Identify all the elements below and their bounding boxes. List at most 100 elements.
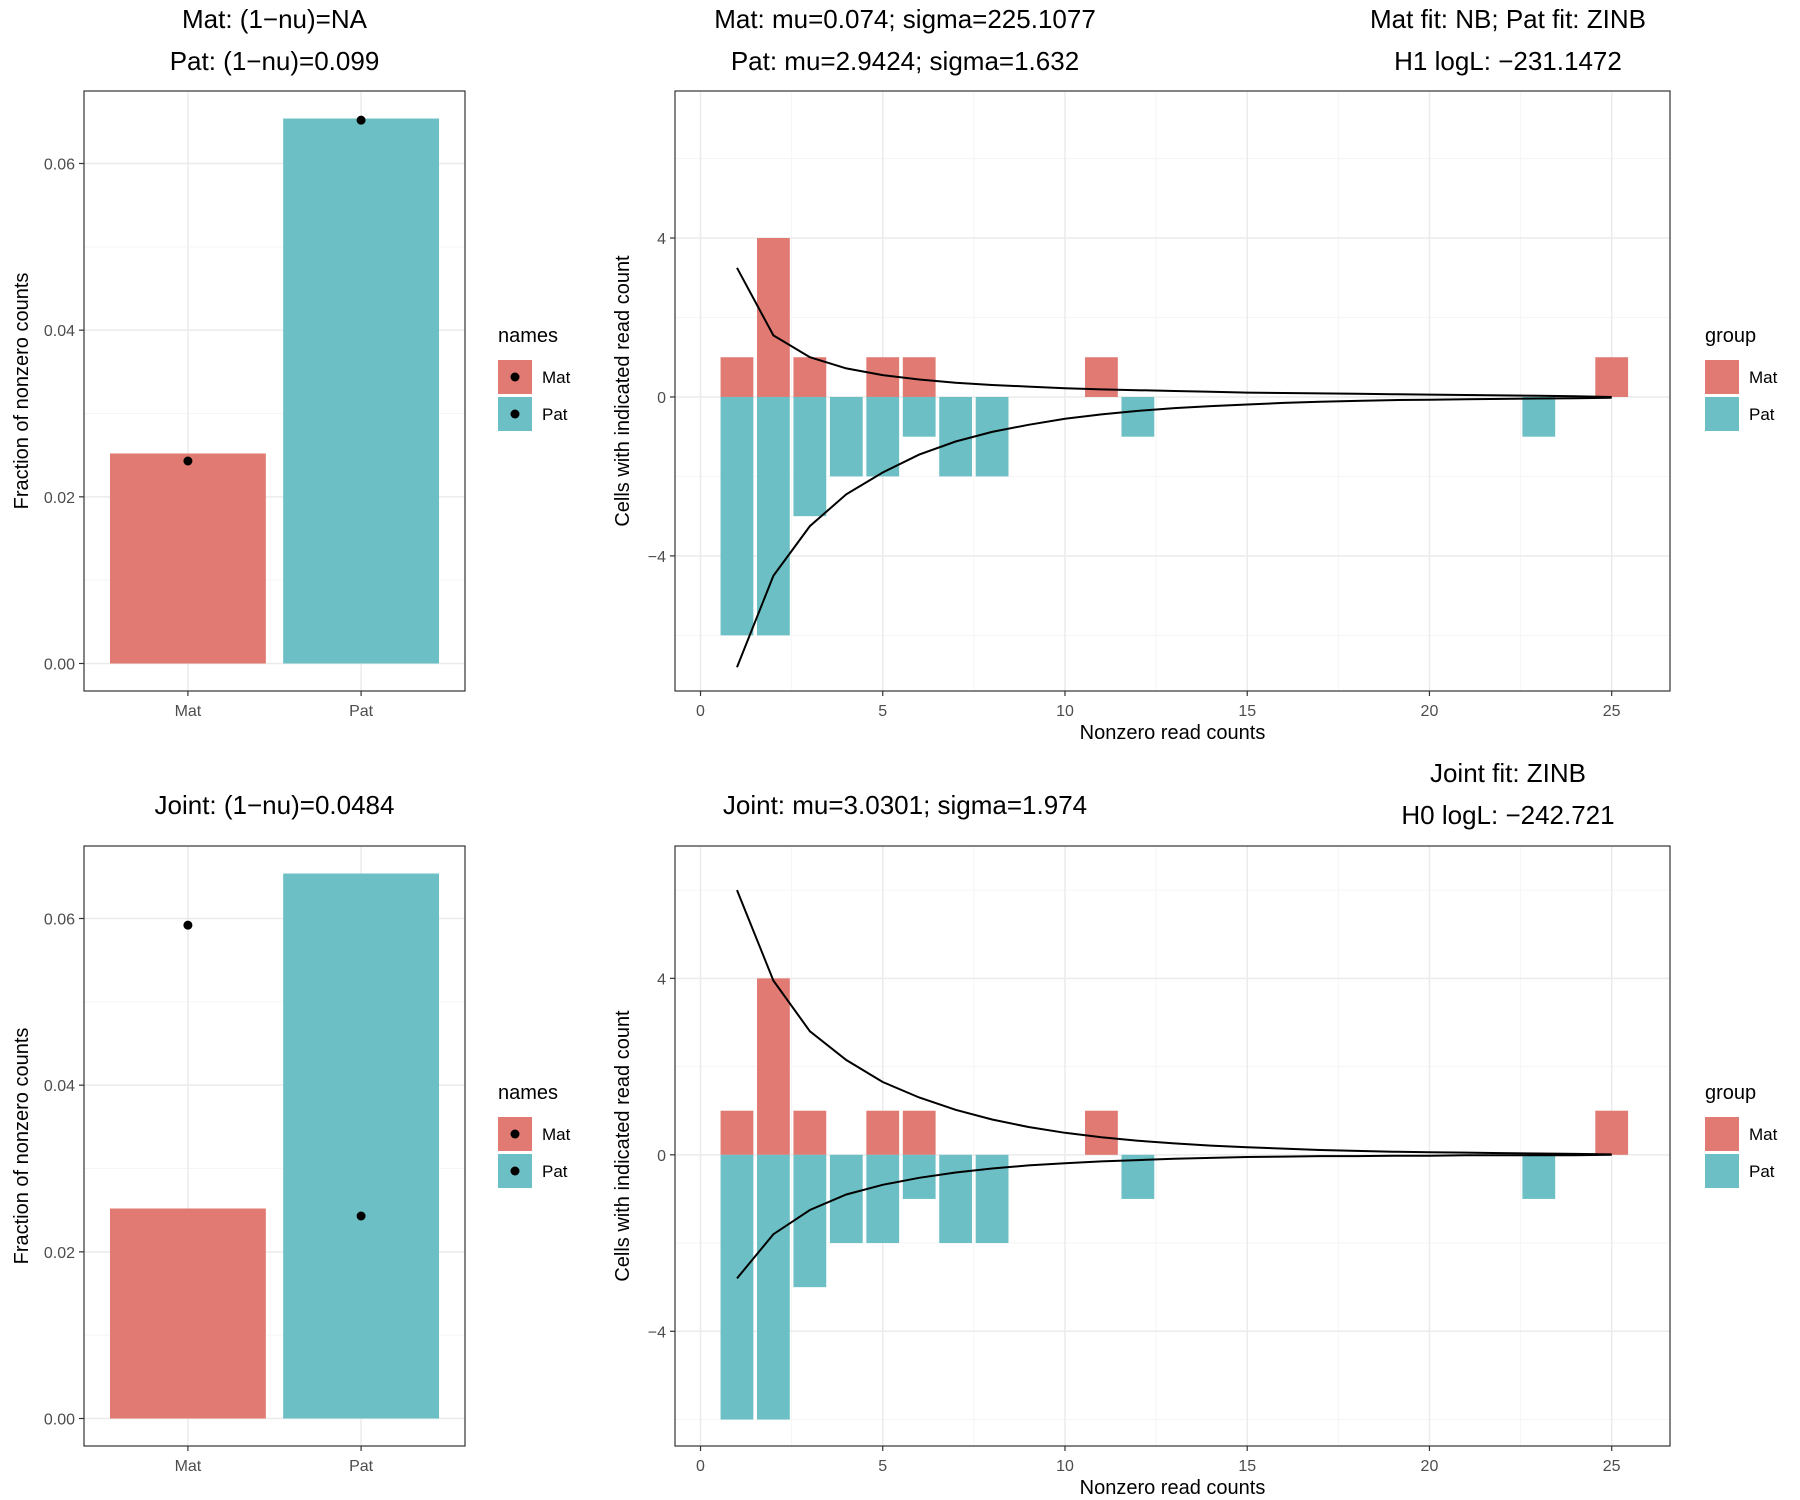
legend-point (510, 409, 520, 419)
bar-pat (1121, 396, 1155, 437)
legend-group: group Mat Pat (1705, 325, 1778, 431)
panel-title: Mat: (1−nu)=NA (182, 4, 368, 34)
bar-mat (109, 1208, 266, 1419)
bar-pat (720, 1154, 754, 1420)
x-tick-label: 10 (1056, 1458, 1074, 1475)
legend-label: Pat (542, 405, 568, 424)
x-axis-title: Nonzero read counts (1080, 722, 1266, 744)
bar-mat (793, 357, 827, 397)
panel-title-right: Mat fit: NB; Pat fit: ZINB (1370, 4, 1646, 34)
panel-title: Joint: (1−nu)=0.0484 (155, 790, 395, 820)
bar-pat (939, 1154, 973, 1244)
legend-key-mat: Mat (498, 1117, 571, 1151)
bar-pat (939, 396, 973, 477)
fit-line-mat (736, 889, 1612, 1156)
legend-key-pat: Pat (1705, 1154, 1775, 1188)
y-tick-label: 0.00 (44, 1412, 75, 1429)
y-tick-label: 0 (657, 1148, 666, 1165)
legend-label: Mat (542, 1125, 571, 1144)
bar-pat (866, 1154, 900, 1244)
grid (675, 846, 1670, 1446)
bar-pat (757, 1154, 790, 1420)
panel-border (83, 845, 466, 1447)
bar-pat (1522, 1154, 1556, 1199)
legend-key-mat: Mat (1705, 360, 1778, 394)
y-tick-label: 0.02 (44, 490, 75, 507)
panel-border (674, 90, 1671, 692)
legend-title: names (498, 325, 558, 347)
legend-title: group (1705, 325, 1756, 347)
y-tick-label: 0.04 (44, 1078, 75, 1095)
bar-pat (1522, 396, 1556, 437)
bar-pat (975, 396, 1009, 477)
y-axis-title: Cells with indicated read count (612, 255, 634, 527)
fit-line-pat (736, 396, 1612, 668)
legend-key-pat: Pat (498, 397, 568, 431)
y-tick-label: −4 (648, 1324, 666, 1341)
bar-mat (866, 1110, 900, 1155)
panel-top-right: −4 0 4 0 5 10 15 20 25 Nonzero read counts Cells w… (612, 4, 1671, 744)
panel-title-left: Pat: mu=2.9424; sigma=1.632 (731, 46, 1079, 76)
panel-title-left: Mat: mu=0.074; sigma=225.1077 (714, 4, 1096, 34)
point-pat (356, 115, 366, 125)
x-tick-label: 20 (1421, 1458, 1439, 1475)
x-tick-label: 5 (878, 1458, 887, 1475)
y-tick-label: 0.06 (44, 157, 75, 174)
legend-key-mat: Mat (498, 360, 571, 394)
y-tick-label: 0.06 (44, 912, 75, 929)
point-pat (356, 1211, 366, 1221)
panel-top-left: 0.00 0.02 0.04 0.06 Mat Pat Fraction of nonzer… (11, 4, 466, 720)
legend-label: Mat (1749, 1125, 1778, 1144)
bar-pat (283, 118, 440, 664)
y-tick-label: 0.00 (44, 657, 75, 674)
legend-key-pat: Pat (498, 1154, 568, 1188)
bar-mat (902, 1110, 936, 1155)
panel-title-right: H0 logL: −242.721 (1401, 800, 1614, 830)
x-tick-label: 5 (878, 703, 887, 720)
bar-mat (1085, 1110, 1118, 1155)
y-tick-label: 0 (657, 390, 666, 407)
x-tick-label: Mat (175, 1458, 202, 1475)
y-tick-label: 0.04 (44, 323, 75, 340)
legend-swatch (1705, 1154, 1739, 1188)
bar-mat (902, 357, 936, 397)
x-tick-label: Mat (175, 703, 202, 720)
y-tick-label: 4 (657, 231, 666, 248)
point-mat (183, 920, 193, 930)
x-tick-label: 10 (1056, 703, 1074, 720)
legend-group: group Mat Pat (1705, 1082, 1778, 1188)
legend-label: Pat (1749, 405, 1775, 424)
bar-mat (720, 357, 754, 397)
fit-line-pat (736, 1153, 1612, 1280)
bar-pat (793, 396, 827, 517)
legend-point (510, 1166, 520, 1176)
legend-title: names (498, 1082, 558, 1104)
bar-pat (1121, 1154, 1155, 1199)
x-tick-label: Pat (349, 703, 374, 720)
panel-border (674, 845, 1671, 1447)
bar-pat (283, 873, 440, 1419)
bar-pat (720, 396, 754, 636)
panel-title: Pat: (1−nu)=0.099 (170, 46, 380, 76)
legend-key-pat: Pat (1705, 397, 1775, 431)
bar-pat (829, 396, 863, 477)
legend-swatch (1705, 1117, 1739, 1151)
bar-mat (1085, 357, 1118, 397)
legend-point (510, 1129, 520, 1139)
x-tick-label: 0 (696, 1458, 705, 1475)
legend-label: Mat (1749, 368, 1778, 387)
legend-title: group (1705, 1082, 1756, 1104)
y-tick-label: −4 (648, 549, 666, 566)
x-tick-label: 0 (696, 703, 705, 720)
bar-pat (793, 1154, 827, 1288)
bar-pat (866, 396, 900, 477)
legend-names: names Mat Pat (498, 1082, 571, 1188)
bar-pat (902, 396, 936, 437)
panel-background (675, 846, 1670, 1446)
bars (720, 238, 1629, 636)
legend-label: Pat (1749, 1162, 1775, 1181)
legend-swatch (1705, 397, 1739, 431)
y-tick-label: 0.02 (44, 1245, 75, 1262)
bar-mat (1595, 357, 1629, 397)
y-axis-title: Fraction of nonzero counts (11, 1028, 33, 1265)
